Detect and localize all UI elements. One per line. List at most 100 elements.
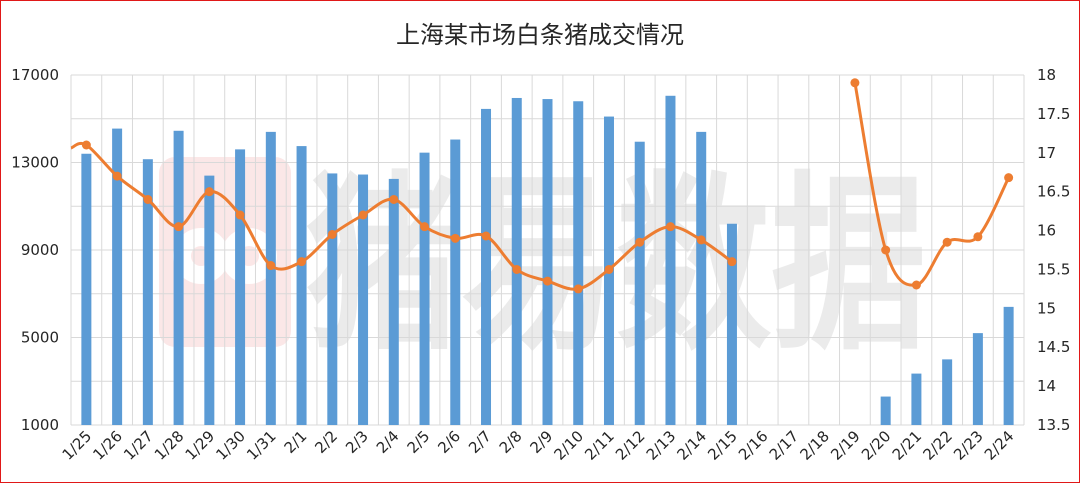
bar [419, 152, 430, 425]
x-tick-label: 2/24 [981, 427, 1018, 464]
x-tick-label: 1/25 [59, 427, 96, 464]
line-point [143, 194, 153, 204]
line-point [696, 235, 706, 245]
bar [450, 139, 461, 425]
left-axis: 1000 5000 9000 13000 17000 [11, 66, 59, 434]
line-point [112, 171, 122, 181]
line-point [911, 280, 921, 290]
bar [142, 159, 153, 425]
bar [972, 333, 983, 425]
right-tick-label: 14.5 [1037, 338, 1070, 356]
line-point [665, 222, 675, 232]
line-point [204, 187, 214, 197]
left-tick-label: 17000 [11, 66, 59, 84]
x-tick-label: 2/20 [858, 427, 895, 464]
bar [726, 223, 737, 425]
left-tick-label: 9000 [21, 241, 59, 259]
line-point [573, 284, 583, 294]
line-point [266, 261, 276, 271]
bar [942, 359, 953, 425]
x-tick-label: 2/4 [373, 427, 403, 457]
x-tick-label: 2/2 [311, 427, 341, 457]
bar [634, 141, 645, 425]
line-point [481, 231, 491, 241]
left-tick-label: 1000 [21, 416, 59, 434]
line-point [297, 257, 307, 267]
line-point [543, 276, 552, 286]
x-tick-label: 2/1 [281, 427, 311, 457]
right-tick-label: 15 [1037, 299, 1056, 317]
bar [112, 128, 123, 425]
bar [542, 99, 553, 425]
x-tick-label: 1/31 [243, 427, 280, 464]
line-series [70, 78, 1014, 294]
bar [235, 149, 246, 425]
line-point [727, 257, 737, 267]
line-point [635, 237, 645, 247]
x-tick-label: 1/26 [89, 427, 126, 464]
x-tick-label: 2/23 [950, 427, 987, 464]
right-tick-label: 15.5 [1037, 260, 1070, 278]
line-point [450, 233, 460, 243]
line-point [604, 264, 614, 274]
bar [1003, 306, 1014, 425]
right-tick-label: 17.5 [1037, 105, 1070, 123]
x-tick-label: 2/14 [673, 427, 710, 464]
line-point [850, 78, 860, 88]
bar [296, 146, 307, 425]
left-tick-label: 13000 [11, 154, 59, 172]
bar [696, 131, 707, 425]
line-point [420, 222, 430, 232]
x-tick-label: 2/10 [551, 427, 588, 464]
x-tick-label: 2/22 [919, 427, 956, 464]
bar [265, 131, 276, 425]
right-tick-label: 14 [1037, 377, 1056, 395]
left-tick-label: 5000 [21, 329, 59, 347]
x-tick-label: 2/6 [434, 427, 464, 457]
bar [173, 130, 184, 425]
x-tick-label: 2/3 [342, 427, 372, 457]
x-tick-label: 2/17 [766, 427, 803, 464]
line-point [512, 264, 522, 274]
x-tick-label: 2/13 [643, 427, 680, 464]
x-tick-label: 2/7 [465, 427, 495, 457]
line-point [881, 245, 891, 255]
x-axis: 1/251/261/271/281/291/301/31 2/1 2/2 2/3 2/4… [59, 427, 1018, 464]
x-tick-label: 2/12 [612, 427, 649, 464]
bar [911, 373, 922, 425]
line-point [1004, 173, 1014, 183]
right-tick-label: 18 [1037, 66, 1056, 84]
bar [204, 175, 215, 425]
bar [81, 153, 92, 425]
line-point [174, 222, 184, 232]
x-tick-label: 2/16 [735, 427, 772, 464]
bar [358, 174, 369, 425]
right-tick-label: 17 [1037, 144, 1056, 162]
line-point [389, 194, 399, 204]
x-tick-label: 2/18 [796, 427, 833, 464]
right-tick-label: 13.5 [1037, 416, 1070, 434]
right-axis: 13.5 14 14.5 15 15.5 16 16.5 17 17.5 18 [1037, 66, 1070, 434]
x-tick-label: 1/28 [151, 427, 188, 464]
right-tick-label: 16 [1037, 222, 1056, 240]
line-point [358, 210, 368, 220]
x-tick-label: 2/11 [581, 427, 618, 464]
line-point [235, 210, 245, 220]
line-point [81, 140, 91, 150]
line-point [973, 232, 983, 242]
bar [880, 396, 891, 425]
bar [388, 178, 399, 425]
x-tick-label: 1/27 [120, 427, 157, 464]
bar [327, 173, 338, 425]
x-tick-label: 2/15 [704, 427, 741, 464]
line-point [942, 237, 952, 247]
x-tick-label: 1/30 [212, 427, 249, 464]
x-tick-label: 2/8 [496, 427, 526, 457]
x-tick-label: 2/5 [404, 427, 434, 457]
x-tick-label: 1/29 [182, 427, 219, 464]
bar [481, 108, 492, 425]
bar [665, 95, 676, 425]
chart-title: 上海某市场白条猪成交情况 [396, 21, 684, 49]
watermark-text: 猪易数据 [306, 155, 926, 376]
